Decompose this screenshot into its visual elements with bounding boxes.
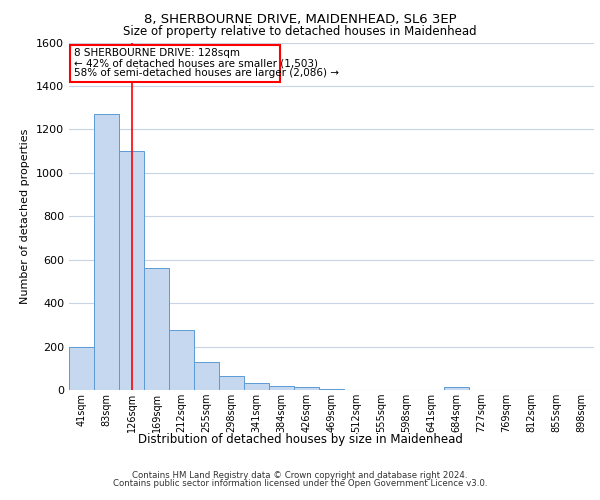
Text: Contains public sector information licensed under the Open Government Licence v3: Contains public sector information licen… [113, 478, 487, 488]
Text: 8, SHERBOURNE DRIVE, MAIDENHEAD, SL6 3EP: 8, SHERBOURNE DRIVE, MAIDENHEAD, SL6 3EP [143, 12, 457, 26]
Text: 8 SHERBOURNE DRIVE: 128sqm: 8 SHERBOURNE DRIVE: 128sqm [74, 48, 240, 58]
Bar [119, 151, 144, 390]
Text: Distribution of detached houses by size in Maidenhead: Distribution of detached houses by size … [137, 433, 463, 446]
Text: Contains HM Land Registry data © Crown copyright and database right 2024.: Contains HM Land Registry data © Crown c… [132, 471, 468, 480]
Bar [144, 268, 169, 390]
Bar [319, 389, 344, 390]
Bar [444, 386, 469, 390]
Bar [244, 384, 269, 390]
Bar [194, 362, 219, 390]
Text: ← 42% of detached houses are smaller (1,503): ← 42% of detached houses are smaller (1,… [74, 58, 318, 68]
Bar [169, 330, 194, 390]
Bar [294, 386, 319, 390]
Bar [219, 376, 244, 390]
Text: 58% of semi-detached houses are larger (2,086) →: 58% of semi-detached houses are larger (… [74, 68, 339, 78]
Text: Size of property relative to detached houses in Maidenhead: Size of property relative to detached ho… [123, 25, 477, 38]
FancyBboxPatch shape [70, 44, 280, 82]
Bar [69, 346, 94, 390]
Bar [94, 114, 119, 390]
Y-axis label: Number of detached properties: Number of detached properties [20, 128, 31, 304]
Bar [269, 386, 294, 390]
